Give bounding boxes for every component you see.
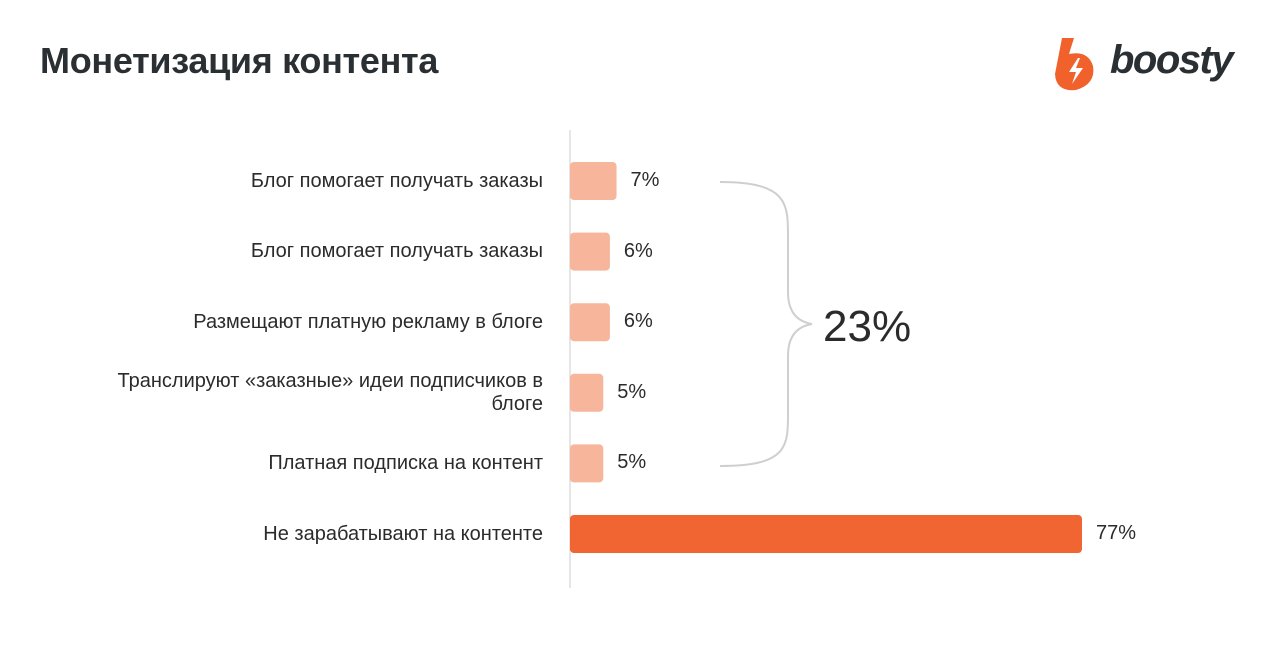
category-label-4: Транслируют «заказные» идеи подписчиков … — [117, 369, 543, 415]
boosty-logo: boosty — [1052, 36, 1242, 94]
logo-text: boosty — [1110, 38, 1234, 82]
bracket-total-label: 23% — [823, 302, 912, 351]
page-title: Монетизация контента — [40, 40, 439, 81]
category-label-6: Не зарабатывают на контенте — [263, 522, 543, 545]
value-label-6: 77% — [1096, 522, 1137, 544]
value-label-2: 6% — [623, 239, 653, 262]
value-label-4: 5% — [617, 380, 647, 403]
lightning-bolt-icon — [1055, 38, 1094, 91]
value-label-3: 6% — [623, 310, 653, 333]
bar-2 — [570, 232, 610, 271]
grouping-bracket — [719, 181, 813, 467]
bar-5 — [570, 444, 604, 483]
category-label-3: Размещают платную рекламу в блоге — [193, 310, 543, 333]
category-label-2: Блог помогает получать заказы — [250, 240, 543, 263]
value-label-5: 5% — [617, 451, 647, 474]
bar-6 — [570, 515, 1082, 553]
bar-3 — [570, 303, 610, 342]
category-label-1: Блог помогает получать заказы — [250, 169, 543, 192]
bar-4 — [570, 373, 604, 412]
bar-1 — [570, 162, 617, 200]
value-label-1: 7% — [630, 169, 660, 191]
category-label-5: Платная подписка на контент — [268, 451, 543, 474]
